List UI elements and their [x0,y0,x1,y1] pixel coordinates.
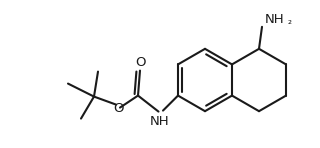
Text: O: O [113,102,123,115]
Text: NH: NH [150,115,170,128]
Text: ₂: ₂ [287,16,291,26]
Text: O: O [135,56,145,69]
Text: NH: NH [265,13,284,26]
